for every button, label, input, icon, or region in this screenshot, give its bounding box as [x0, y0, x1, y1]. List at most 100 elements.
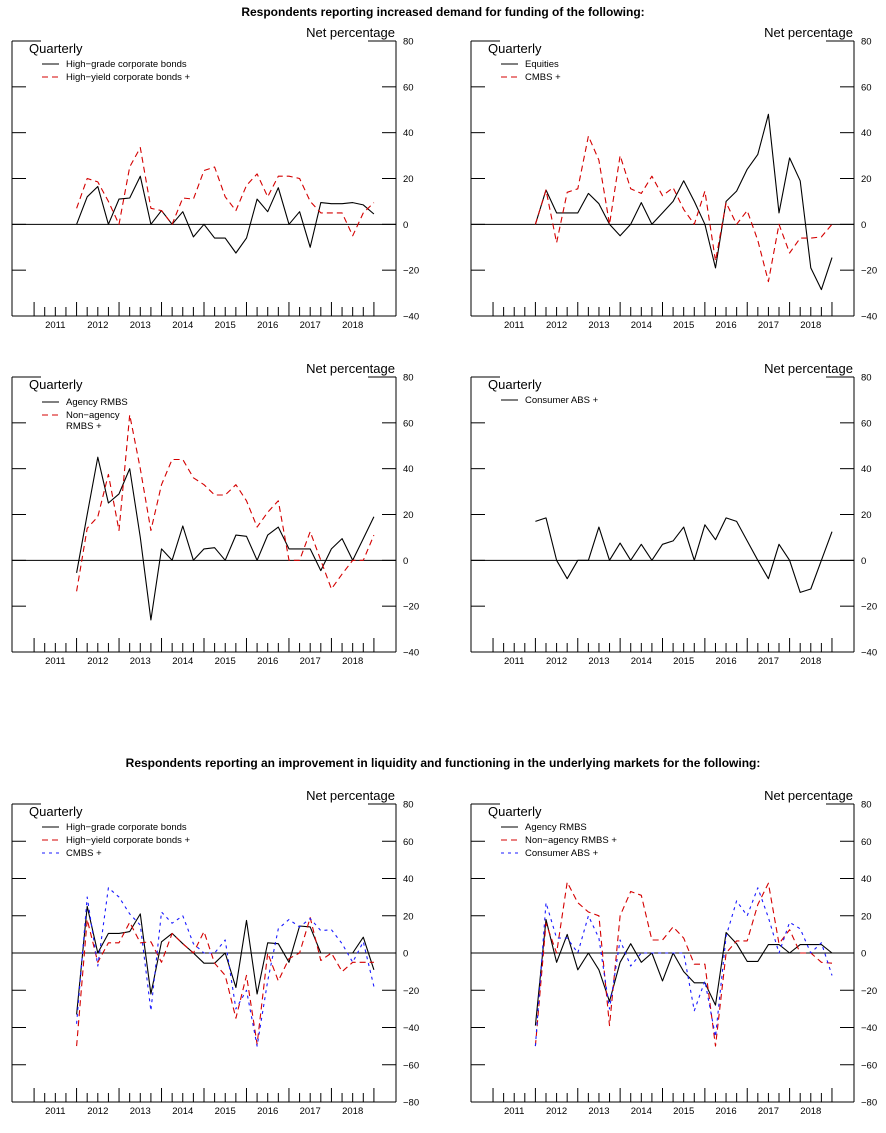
legend-label: Agency RMBS [66, 397, 128, 408]
x-tick-label: 2014 [172, 320, 193, 331]
section-title-demand: Respondents reporting increased demand f… [241, 5, 644, 19]
y-tick-label: −20 [403, 602, 419, 613]
x-tick-label: 2018 [800, 1106, 821, 1117]
series-line-1 [77, 457, 374, 620]
series-line-2 [77, 148, 374, 236]
y-tick-label: 60 [403, 82, 414, 93]
series-line-1 [535, 518, 832, 593]
x-tick-label: 2017 [758, 656, 779, 667]
x-tick-label: 2018 [342, 320, 363, 331]
x-tick-label: 2016 [715, 320, 736, 331]
x-tick-label: 2018 [800, 320, 821, 331]
x-tick-label: 2015 [673, 1106, 694, 1117]
y-tick-label: 20 [403, 510, 414, 521]
x-tick-label: 2013 [588, 656, 609, 667]
y-tick-label: 20 [861, 510, 872, 521]
x-tick-label: 2015 [673, 320, 694, 331]
x-tick-label: 2011 [504, 320, 524, 331]
frequency-label: Quarterly [29, 377, 83, 392]
y-tick-label: 80 [861, 37, 872, 48]
x-tick-label: 2016 [257, 656, 278, 667]
x-tick-label: 2014 [172, 1106, 193, 1117]
legend-label: High−grade corporate bonds [66, 59, 187, 70]
y-tick-label: 0 [861, 949, 866, 960]
frequency-label: Quarterly [488, 377, 542, 392]
y-tick-label: 40 [861, 128, 872, 139]
y-axis-label: Net percentage [764, 788, 853, 803]
legend-label: Equities [525, 59, 559, 70]
y-tick-label: −40 [403, 1023, 419, 1034]
y-tick-label: −20 [403, 986, 419, 997]
y-tick-label: 40 [861, 464, 872, 475]
x-tick-label: 2013 [588, 1106, 609, 1117]
section-title-liquidity: Respondents reporting an improvement in … [126, 756, 761, 770]
series-line-2 [77, 918, 374, 1047]
x-tick-label: 2014 [631, 656, 652, 667]
y-tick-label: 60 [403, 837, 414, 848]
x-tick-label: 2014 [172, 656, 193, 667]
y-tick-label: 40 [403, 464, 414, 475]
x-tick-label: 2011 [504, 656, 524, 667]
legend-label: High−grade corporate bonds [66, 822, 187, 833]
y-tick-label: −40 [861, 312, 877, 323]
x-tick-label: 2013 [588, 320, 609, 331]
y-tick-label: 80 [861, 800, 872, 811]
y-tick-label: 20 [861, 911, 872, 922]
y-tick-label: 0 [861, 556, 866, 567]
x-tick-label: 2017 [758, 1106, 779, 1117]
series-line-1 [535, 114, 832, 289]
y-tick-label: −20 [403, 266, 419, 277]
y-axis-label: Net percentage [764, 361, 853, 376]
x-tick-label: 2016 [715, 656, 736, 667]
x-tick-label: 2016 [257, 1106, 278, 1117]
legend-label: Consumer ABS + [525, 395, 599, 406]
x-tick-label: 2015 [215, 320, 236, 331]
legend-label: Non−agency [66, 410, 120, 421]
x-tick-label: 2016 [257, 320, 278, 331]
legend-label-line2: RMBS + [66, 421, 102, 432]
x-tick-label: 2013 [130, 656, 151, 667]
y-axis-label: Net percentage [306, 361, 395, 376]
x-tick-label: 2012 [546, 320, 567, 331]
x-tick-label: 2017 [758, 320, 779, 331]
y-tick-label: −40 [403, 648, 419, 659]
legend-label: High−yield corporate bonds + [66, 72, 191, 83]
y-tick-label: 40 [403, 128, 414, 139]
x-tick-label: 2013 [130, 320, 151, 331]
x-tick-label: 2017 [300, 656, 321, 667]
y-tick-label: −60 [403, 1060, 419, 1071]
x-tick-label: 2017 [300, 320, 321, 331]
y-tick-label: 80 [861, 373, 872, 384]
x-tick-label: 2012 [87, 320, 108, 331]
x-tick-label: 2012 [546, 656, 567, 667]
y-tick-label: 60 [861, 837, 872, 848]
legend-label: CMBS + [66, 848, 102, 859]
x-tick-label: 2011 [45, 320, 65, 331]
x-tick-label: 2018 [342, 656, 363, 667]
frequency-label: Quarterly [29, 804, 83, 819]
series-line-2 [535, 882, 832, 1046]
x-tick-label: 2013 [130, 1106, 151, 1117]
x-tick-label: 2015 [673, 656, 694, 667]
x-tick-label: 2011 [45, 656, 65, 667]
y-tick-label: 40 [403, 874, 414, 885]
y-tick-label: 60 [861, 418, 872, 429]
y-axis-label: Net percentage [764, 25, 853, 40]
x-tick-label: 2012 [546, 1106, 567, 1117]
y-tick-label: −20 [861, 986, 877, 997]
y-tick-label: −40 [861, 648, 877, 659]
x-tick-label: 2012 [87, 1106, 108, 1117]
legend-label: Consumer ABS + [525, 848, 599, 859]
frequency-label: Quarterly [488, 804, 542, 819]
y-tick-label: −40 [861, 1023, 877, 1034]
y-tick-label: 80 [403, 800, 414, 811]
y-axis-label: Net percentage [306, 25, 395, 40]
y-tick-label: 20 [403, 911, 414, 922]
legend-label: Agency RMBS [525, 822, 587, 833]
